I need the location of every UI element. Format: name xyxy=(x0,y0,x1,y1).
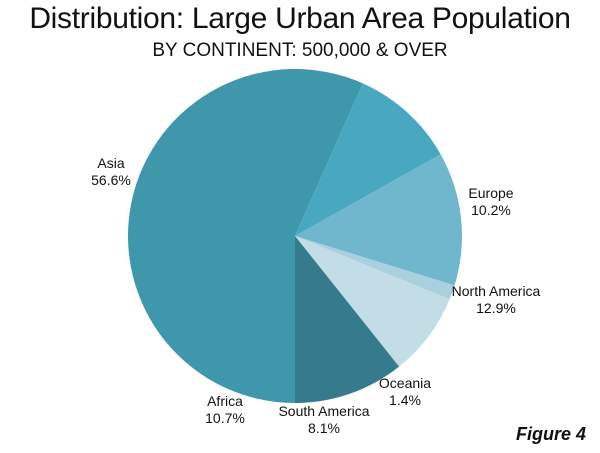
slice-name: North America xyxy=(452,283,541,299)
slice-value: 8.1% xyxy=(308,420,340,436)
slice-value: 10.7% xyxy=(205,410,245,426)
slice-value: 56.6% xyxy=(91,172,131,188)
slice-label-africa: Africa 10.7% xyxy=(205,393,245,426)
slice-name: Asia xyxy=(97,155,124,171)
pie-slice-south-america xyxy=(295,236,450,367)
slice-label-europe: Europe 10.2% xyxy=(468,185,513,218)
slice-value: 12.9% xyxy=(476,300,516,316)
slice-value: 10.2% xyxy=(471,202,511,218)
slice-label-north-america: North America 12.9% xyxy=(452,283,541,316)
figure-label: Figure 4 xyxy=(515,424,586,444)
pie-labels: Asia 56.6% Europe 10.2% North America 12.9% Oc… xyxy=(91,155,540,436)
slice-name: Africa xyxy=(207,393,243,409)
chart-title: Distribution: Large Urban Area Populatio… xyxy=(29,2,571,35)
slice-value: 1.4% xyxy=(389,392,421,408)
pie-slice-asia xyxy=(127,69,363,403)
pie-slice-africa xyxy=(295,236,400,403)
slice-label-south-america: South America 8.1% xyxy=(278,403,369,436)
pie-slice-oceania xyxy=(295,236,455,300)
chart-subtitle: BY CONTINENT: 500,000 & OVER xyxy=(152,40,448,61)
pie-slice-europe xyxy=(295,83,441,237)
slice-name: Europe xyxy=(468,185,513,201)
slice-label-asia: Asia 56.6% xyxy=(91,155,131,188)
pie-slices xyxy=(127,69,463,403)
slice-name: Oceania xyxy=(379,375,431,391)
slice-label-oceania: Oceania 1.4% xyxy=(379,375,431,408)
pie-slice-north-america xyxy=(295,154,463,286)
slice-name: South America xyxy=(278,403,369,419)
